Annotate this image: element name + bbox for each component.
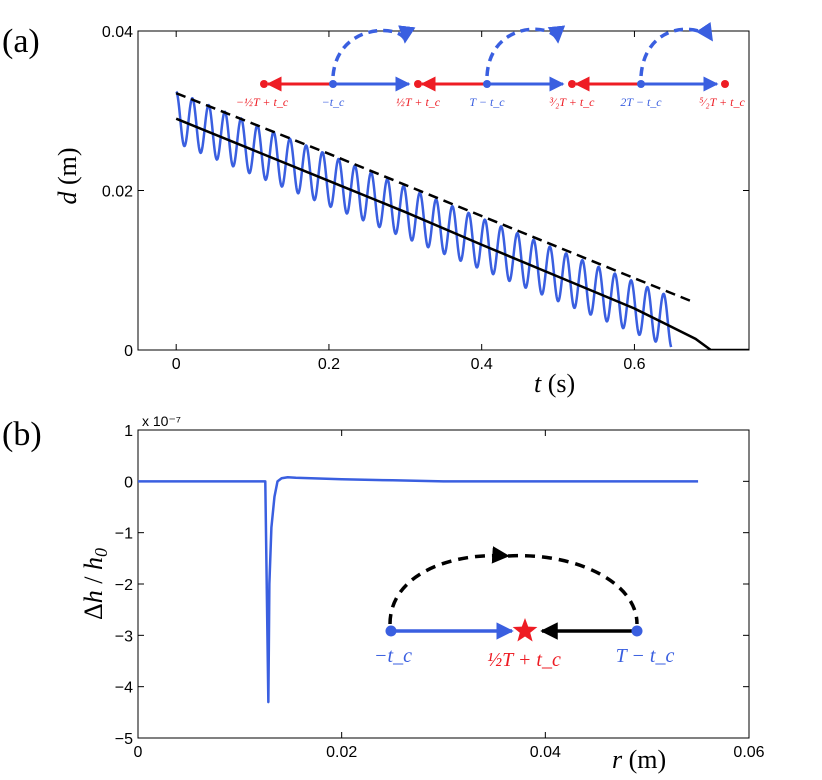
panel-b-xtick-label: 0 (134, 744, 143, 761)
panel-a-ytick-label: 0 (124, 343, 133, 360)
inset-a-dashed-arc-3 (639, 22, 714, 77)
panel-b-xlabel: r (m) (612, 745, 666, 774)
inset-b-dashed-arc (388, 546, 510, 625)
inset-b-dashed-arc-tail (507, 553, 639, 625)
inset-a-label-3: ½T + t_c (396, 95, 441, 109)
panel-b-ytick-label: 0 (124, 474, 133, 491)
panel-a: (a) 0 0.2 0.4 0.600.020.04 d (m) t (s) −½T (2, 22, 750, 398)
inset-a-dashed-arc-2 (485, 25, 566, 77)
panel-a-series-mean-trajectory (175, 117, 749, 350)
panel-a-xtick-label: 0.2 (318, 356, 340, 373)
inset-a-label-2: −t_c (322, 95, 345, 109)
inset-a-point-3 (414, 80, 422, 88)
panel-a-axes-box (137, 30, 750, 351)
panel-b-plot-area (138, 475, 699, 704)
inset-a-point-4 (483, 80, 491, 88)
panel-a-xtick-label: 0 (172, 356, 181, 373)
inset-a-point-7 (721, 80, 729, 88)
panel-b-multiplier: x 10⁻⁷ (142, 413, 181, 429)
panel-b-xtick-label: 0.02 (326, 744, 357, 761)
inset-a-label-6: 2T − t_c (620, 95, 662, 109)
panel-b-ytick-label: −5 (115, 731, 133, 748)
panel-a-series-upper-envelope (175, 92, 693, 303)
panel-a-plot-area (175, 90, 749, 350)
panel-a-ytick-label: 0.02 (102, 184, 133, 201)
inset-b-star-marker (512, 618, 538, 642)
panel-b-ytick-label: −3 (115, 628, 133, 645)
panel-a-ticks: 0 0.2 0.4 0.6 0 0.02 0.04 (102, 24, 749, 373)
panel-a-ylabel: d (m) (53, 147, 82, 204)
inset-b-point-start (385, 625, 397, 637)
panel-b-ytick-label: −1 (115, 526, 133, 543)
inset-a-point-2 (329, 80, 337, 88)
panel-a-series-group (175, 90, 749, 350)
panel-a-xtick-label: 0.6 (623, 356, 645, 373)
inset-b-label-2: ½T + t_c (487, 649, 561, 671)
panel-b-xtick-label: 0.06 (733, 744, 764, 761)
panel-b-inset-diagram: −t_c ½T + t_c T − t_c (374, 546, 675, 671)
panel-b-ylabel: Δh / h0 (79, 548, 111, 620)
panel-b-ticks: 0 0.02 0.04 0.06 1 0 −1 −2 −3 −4 −5 (115, 423, 765, 761)
inset-a-dashed-arc-1 (331, 25, 416, 77)
inset-a-point-6 (637, 80, 645, 88)
panel-b-ytick-label: 1 (124, 423, 133, 440)
inset-a-label-1: −½T + t_c (236, 95, 289, 109)
panel-a-series-oscillating-solution (175, 90, 673, 348)
panel-b-ytick-label: −2 (115, 577, 133, 594)
panel-a-xlabel: t (s) (534, 369, 575, 398)
inset-a-point-1 (260, 80, 268, 88)
panel-b-label: (b) (2, 416, 42, 453)
panel-b-ytick-label: −4 (115, 680, 133, 697)
panel-b-xtick-label: 0.04 (530, 744, 561, 761)
panel-a-xtick-label: 0.4 (471, 356, 493, 373)
panel-a-inset-diagram: −½T + t_c −t_c ½T + t_c T − t_c ³⁄₂T + t… (236, 22, 745, 109)
inset-b-label-1: −t_c (374, 645, 412, 667)
panel-a-label: (a) (2, 23, 40, 60)
inset-a-label-7: ⁵⁄₂T + t_c (699, 95, 745, 109)
inset-b-label-3: T − t_c (616, 645, 675, 667)
inset-a-point-5 (568, 80, 576, 88)
inset-b-point-end (631, 625, 643, 637)
inset-a-label-4: T − t_c (469, 95, 505, 109)
panel-b: (b) 0 0.02 0.04 0.06 1 0 −1 −2 −3 −4 −5 x 10⁻⁷ Δh … (2, 413, 765, 774)
panel-b-axes-box (137, 429, 750, 739)
panel-b-series-height-perturbation (138, 475, 699, 704)
panel-a-ytick-label: 0.04 (102, 24, 133, 41)
inset-a-label-5: ³⁄₂T + t_c (550, 95, 596, 109)
